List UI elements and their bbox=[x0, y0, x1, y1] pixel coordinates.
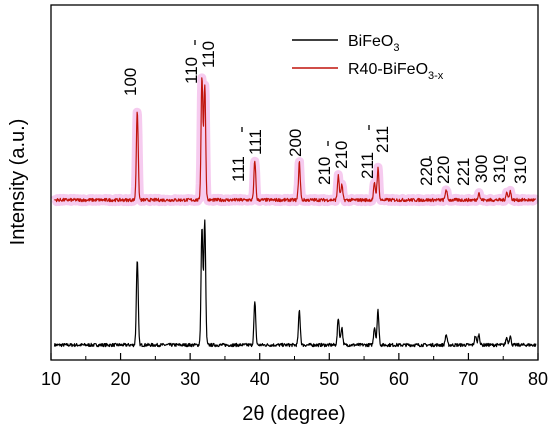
peak-label: 210 bbox=[315, 157, 334, 185]
peak-label: 310 bbox=[511, 156, 530, 184]
peak-label: 110 bbox=[199, 41, 218, 68]
peak-label: 210 bbox=[332, 141, 351, 169]
peak-label: 100 bbox=[121, 68, 140, 96]
legend-label-bifeo3: BiFeO3 bbox=[348, 33, 399, 54]
x-tick-label: 10 bbox=[41, 369, 61, 389]
peak-label: 310 bbox=[490, 155, 509, 183]
peak-label: 211 bbox=[358, 152, 377, 179]
peak-label: 220 bbox=[434, 156, 453, 184]
legend: BiFeO3 R40-BiFeO3-x bbox=[292, 33, 444, 82]
legend-label-r40: R40-BiFeO3-x bbox=[348, 61, 444, 82]
x-tick-label: 40 bbox=[250, 369, 270, 389]
peak-label: 221 bbox=[454, 158, 473, 186]
peak-label: 211 bbox=[373, 126, 392, 153]
series-line-bifeo3 bbox=[53, 219, 537, 348]
x-tick-label: 30 bbox=[180, 369, 200, 389]
peak-label: 200 bbox=[286, 129, 305, 157]
peak-label: 110 bbox=[182, 57, 201, 84]
peak-label: 300 bbox=[472, 155, 491, 183]
plot-area bbox=[50, 73, 540, 348]
x-tick-label: 20 bbox=[111, 369, 131, 389]
x-tick-label: 80 bbox=[528, 369, 548, 389]
x-tick-label: 70 bbox=[458, 369, 478, 389]
series-line-r40-bifeo3-x bbox=[54, 77, 537, 203]
x-tick-label: 60 bbox=[389, 369, 409, 389]
peak-label: 220 bbox=[417, 158, 436, 186]
peak-label: 111 bbox=[229, 156, 248, 182]
y-axis-title: Intensity (a.u.) bbox=[7, 119, 29, 246]
peak-label: 111 bbox=[246, 129, 265, 155]
x-tick-label: 50 bbox=[319, 369, 339, 389]
x-axis: 10 20 30 40 50 60 70 80 bbox=[41, 353, 548, 389]
x-axis-title: 2θ (degree) bbox=[242, 403, 345, 425]
